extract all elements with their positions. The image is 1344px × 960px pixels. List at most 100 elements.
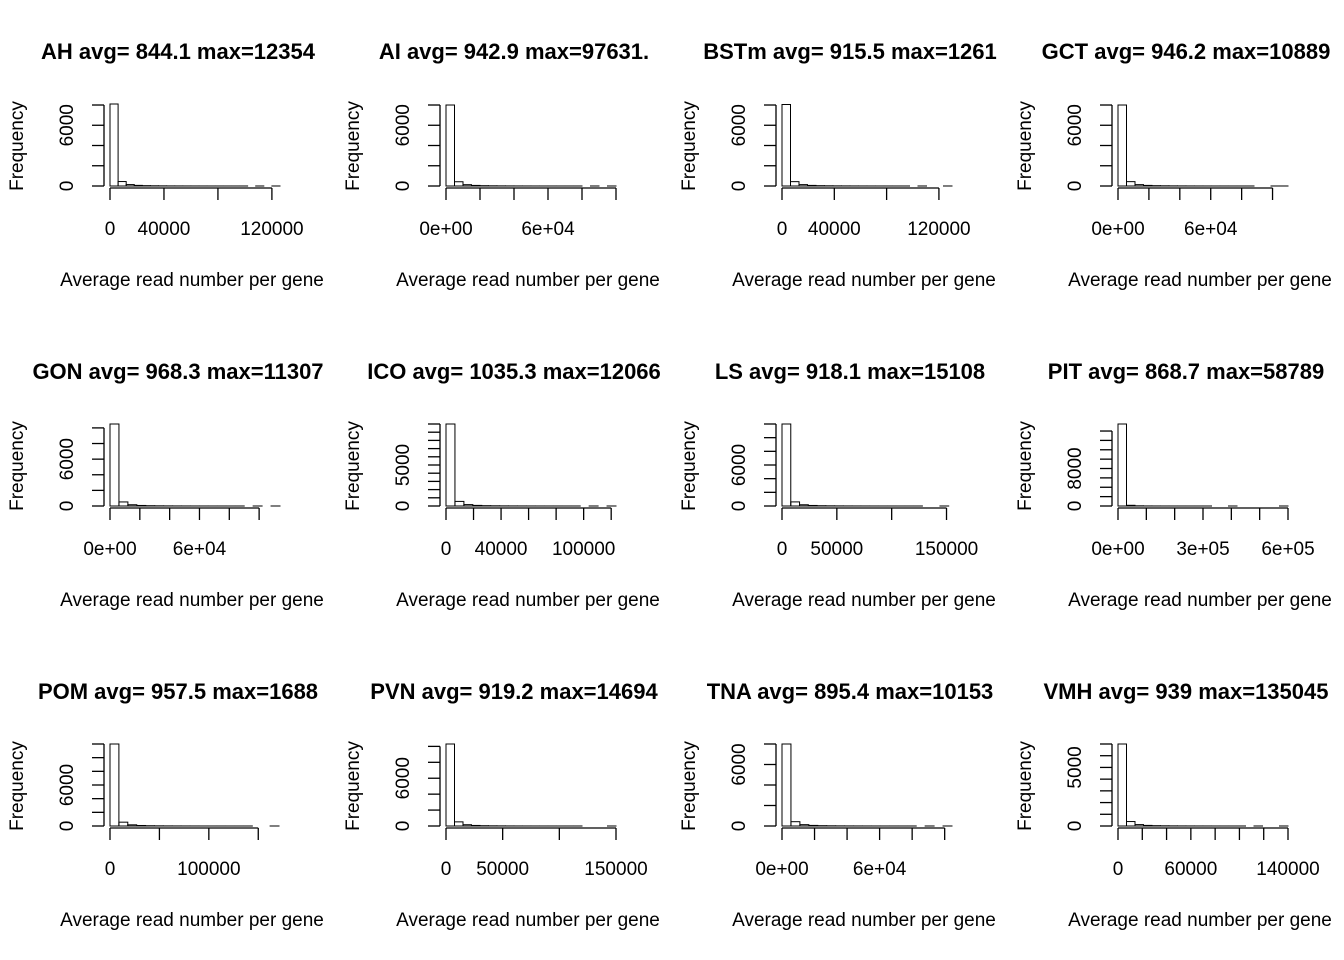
bar <box>117 181 127 187</box>
bar <box>125 184 135 187</box>
bar <box>454 821 464 827</box>
bar <box>109 423 120 507</box>
bar <box>1126 181 1136 187</box>
bar <box>454 181 464 187</box>
bar <box>807 184 817 187</box>
chart-title: GON avg= 968.3 max=11307 <box>32 359 323 384</box>
x-tick-label: 0e+00 <box>419 219 472 240</box>
bar <box>808 824 819 827</box>
chart-title: AI avg= 942.9 max=97631. <box>379 39 649 64</box>
y-tick-label: 0 <box>57 181 78 192</box>
x-axis-label: Average read number per gene <box>60 910 324 931</box>
y-tick-label: 0 <box>1065 821 1086 832</box>
chart-panel: PIT avg= 868.7 max=58789 Average read num… <box>1015 359 1332 611</box>
bar <box>471 824 481 827</box>
bar <box>1117 743 1127 827</box>
y-tick-label: 0 <box>393 501 414 512</box>
bar <box>1134 824 1144 827</box>
x-axis-label: Average read number per gene <box>60 590 324 611</box>
y-tick-label: 6000 <box>729 104 750 146</box>
x-tick-label: 6e+04 <box>521 219 575 240</box>
y-axis-label: Frequency <box>1015 101 1036 191</box>
bar <box>127 824 138 827</box>
x-tick-label: 100000 <box>552 539 615 560</box>
y-axis-label: Frequency <box>343 421 364 511</box>
bar <box>790 181 800 187</box>
x-tick-label: 0 <box>777 219 788 240</box>
chart-panel: LS avg= 918.1 max=15108 Average read numb… <box>679 359 996 611</box>
y-axis-label: Frequency <box>679 101 700 191</box>
y-tick-label: 0 <box>729 181 750 192</box>
bar <box>136 824 147 827</box>
y-axis-label: Frequency <box>7 101 28 191</box>
x-tick-label: 0e+00 <box>83 539 136 560</box>
x-axis-label: Average read number per gene <box>732 590 996 611</box>
y-tick-label: 0 <box>57 821 78 832</box>
bar <box>1117 423 1127 507</box>
bar <box>799 824 810 827</box>
x-tick-label: 140000 <box>1256 859 1319 880</box>
x-tick-label: 0 <box>105 219 116 240</box>
x-tick-label: 0 <box>777 539 788 560</box>
x-tick-label: 150000 <box>915 539 978 560</box>
y-tick-label: 0 <box>729 501 750 512</box>
bar <box>118 501 129 507</box>
bar <box>471 184 481 187</box>
y-axis-label: Frequency <box>343 101 364 191</box>
y-tick-label: 0 <box>57 501 78 512</box>
x-tick-label: 40000 <box>475 539 528 560</box>
bar <box>463 504 474 507</box>
chart-title: ICO avg= 1035.3 max=12066 <box>367 359 661 384</box>
y-tick-label: 6000 <box>729 743 750 785</box>
x-tick-label: 50000 <box>476 859 529 880</box>
chart-panel: BSTm avg= 915.5 max=1261 Average read num… <box>679 39 997 291</box>
chart-title: POM avg= 957.5 max=1688 <box>38 679 318 704</box>
chart-title: PIT avg= 868.7 max=58789 <box>1048 359 1324 384</box>
chart-title: PVN avg= 919.2 max=14694 <box>370 679 658 704</box>
x-tick-label: 6e+05 <box>1261 539 1314 560</box>
bar <box>781 423 792 507</box>
x-tick-label: 0 <box>441 859 452 880</box>
x-axis-label: Average read number per gene <box>396 590 660 611</box>
y-axis-label: Frequency <box>1015 741 1036 831</box>
y-tick-label: 6000 <box>393 757 414 799</box>
y-tick-label: 5000 <box>1065 746 1086 788</box>
x-axis-label: Average read number per gene <box>1068 270 1332 291</box>
bar <box>1143 824 1153 827</box>
x-tick-label: 6e+04 <box>173 539 227 560</box>
x-tick-label: 0e+00 <box>755 859 808 880</box>
bar <box>1143 184 1153 187</box>
chart-panel: AI avg= 942.9 max=97631. Average read num… <box>343 39 660 291</box>
bar <box>781 743 792 827</box>
chart-title: GCT avg= 946.2 max=10889 <box>1042 39 1331 64</box>
bar <box>1126 821 1136 827</box>
chart-title: VMH avg= 939 max=135045 <box>1044 679 1329 704</box>
y-tick-label: 5000 <box>393 444 414 486</box>
bar <box>799 504 809 507</box>
chart-title: LS avg= 918.1 max=15108 <box>715 359 985 384</box>
chart-panel: GCT avg= 946.2 max=10889 Average read num… <box>1015 39 1332 291</box>
bar <box>445 743 455 827</box>
x-tick-label: 120000 <box>240 219 303 240</box>
chart-panel: PVN avg= 919.2 max=14694 Average read num… <box>343 679 660 931</box>
x-tick-label: 0e+00 <box>1091 219 1144 240</box>
x-tick-label: 0 <box>1113 859 1124 880</box>
y-tick-label: 0 <box>729 821 750 832</box>
y-tick-label: 6000 <box>57 104 78 146</box>
y-tick-label: 6000 <box>57 438 78 480</box>
x-tick-label: 0 <box>441 539 452 560</box>
bar <box>462 184 472 187</box>
x-tick-label: 6e+04 <box>853 859 907 880</box>
y-tick-label: 6000 <box>57 764 78 806</box>
x-tick-label: 0 <box>105 859 116 880</box>
bar <box>1134 184 1144 187</box>
chart-title: TNA avg= 895.4 max=10153 <box>707 679 994 704</box>
y-tick-label: 6000 <box>729 444 750 486</box>
chart-panel: ICO avg= 1035.3 max=12066 Average read nu… <box>343 359 661 611</box>
y-tick-label: 6000 <box>393 104 414 146</box>
bar <box>109 743 120 827</box>
bar <box>445 104 455 187</box>
bar <box>807 504 818 507</box>
